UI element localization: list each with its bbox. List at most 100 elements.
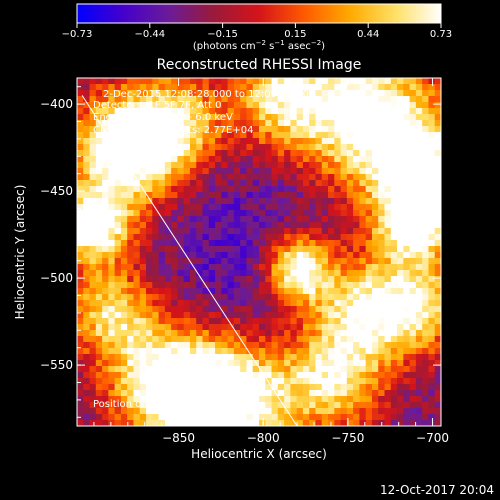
heatmap-cell <box>227 216 235 223</box>
heatmap-cell <box>378 246 386 253</box>
heatmap-cell <box>114 402 122 409</box>
heatmap-cell <box>309 330 317 337</box>
heatmap-cell <box>102 312 109 319</box>
heatmap-cell <box>77 342 84 349</box>
heatmap-cell <box>340 144 348 151</box>
heatmap-cell <box>259 126 266 133</box>
heatmap-cell <box>246 372 254 379</box>
heatmap-cell <box>208 120 216 127</box>
heatmap-cell <box>415 324 423 331</box>
heatmap-cell <box>89 96 97 103</box>
heatmap-cell <box>139 366 147 373</box>
heatmap-cell <box>95 258 103 265</box>
heatmap-cell <box>378 174 386 181</box>
heatmap-cell <box>371 150 379 157</box>
heatmap-cell <box>202 174 210 181</box>
heatmap-cell <box>353 318 361 325</box>
heatmap-cell <box>384 366 392 373</box>
heatmap-cell <box>277 276 285 283</box>
heatmap-cell <box>120 246 128 253</box>
heatmap-cell <box>196 210 204 217</box>
heatmap-cell <box>309 132 317 139</box>
heatmap-cell <box>152 312 160 319</box>
heatmap-cell <box>102 378 109 385</box>
heatmap-cell <box>252 276 260 283</box>
heatmap-cell <box>215 354 222 361</box>
heatmap-cell <box>102 390 109 397</box>
heatmap-cell <box>359 300 367 307</box>
heatmap-cell <box>133 264 141 271</box>
heatmap-cell <box>183 156 191 163</box>
heatmap-cell <box>215 300 222 307</box>
heatmap-cell <box>196 336 204 343</box>
heatmap-cell <box>189 84 197 91</box>
heatmap-cell <box>164 222 172 229</box>
heatmap-cell <box>296 204 304 211</box>
heatmap-cell <box>183 252 191 259</box>
heatmap-cell <box>102 102 109 109</box>
heatmap-cell <box>252 222 260 229</box>
heatmap-cell <box>171 132 179 139</box>
heatmap-cell <box>309 402 317 409</box>
heatmap-cell <box>108 198 116 205</box>
heatmap-cell <box>196 414 204 421</box>
heatmap-cell <box>340 348 348 355</box>
heatmap-cell <box>328 78 335 85</box>
heatmap-cell <box>359 144 367 151</box>
heatmap-cell <box>384 408 392 415</box>
heatmap-cell <box>415 360 423 367</box>
heatmap-cell <box>133 192 141 199</box>
heatmap-cell <box>158 216 166 223</box>
heatmap-cell <box>221 384 229 391</box>
heatmap-cell <box>371 222 379 229</box>
heatmap-cell <box>309 216 317 223</box>
heatmap-cell <box>340 318 348 325</box>
heatmap-cell <box>252 186 260 193</box>
heatmap-cell <box>114 144 122 151</box>
heatmap-cell <box>227 186 235 193</box>
heatmap-cell <box>265 234 273 241</box>
heatmap-cell <box>202 108 210 115</box>
heatmap-cell <box>334 84 342 91</box>
heatmap-cell <box>77 138 84 145</box>
heatmap-cell <box>415 336 423 343</box>
heatmap-cell <box>83 264 91 271</box>
heatmap-cell <box>171 366 179 373</box>
heatmap-cell <box>139 198 147 205</box>
heatmap-cell <box>390 408 398 415</box>
heatmap-cell <box>397 294 404 301</box>
heatmap-cell <box>384 240 392 247</box>
heatmap-cell <box>353 378 361 385</box>
heatmap-cell <box>227 336 235 343</box>
heatmap-cell <box>290 336 298 343</box>
heatmap-cell <box>233 120 241 127</box>
heatmap-cell <box>202 144 210 151</box>
heatmap-cell <box>334 348 342 355</box>
heatmap-cell <box>196 180 204 187</box>
heatmap-cell <box>428 420 436 426</box>
heatmap-cell <box>259 252 266 259</box>
heatmap-cell <box>371 144 379 151</box>
heatmap-cell <box>397 360 404 367</box>
heatmap-cell <box>95 162 103 169</box>
heatmap-cell <box>215 144 222 151</box>
heatmap-cell <box>277 294 285 301</box>
heatmap-cell <box>208 270 216 277</box>
colorbar <box>76 3 442 24</box>
heatmap-cell <box>290 216 298 223</box>
heatmap-cell <box>346 222 354 229</box>
heatmap-cell <box>95 270 103 277</box>
heatmap-cell <box>422 150 430 157</box>
heatmap-cell <box>365 138 373 145</box>
heatmap-cell <box>409 294 417 301</box>
heatmap-cell <box>390 96 398 103</box>
heatmap-cell <box>422 174 430 181</box>
heatmap-cell <box>227 408 235 415</box>
heatmap-cell <box>152 180 160 187</box>
heatmap-cell <box>95 114 103 121</box>
heatmap-cell <box>189 90 197 97</box>
heatmap-cell <box>415 90 423 97</box>
heatmap-cell <box>340 132 348 139</box>
heatmap-cell <box>189 132 197 139</box>
heatmap-cell <box>390 120 398 127</box>
